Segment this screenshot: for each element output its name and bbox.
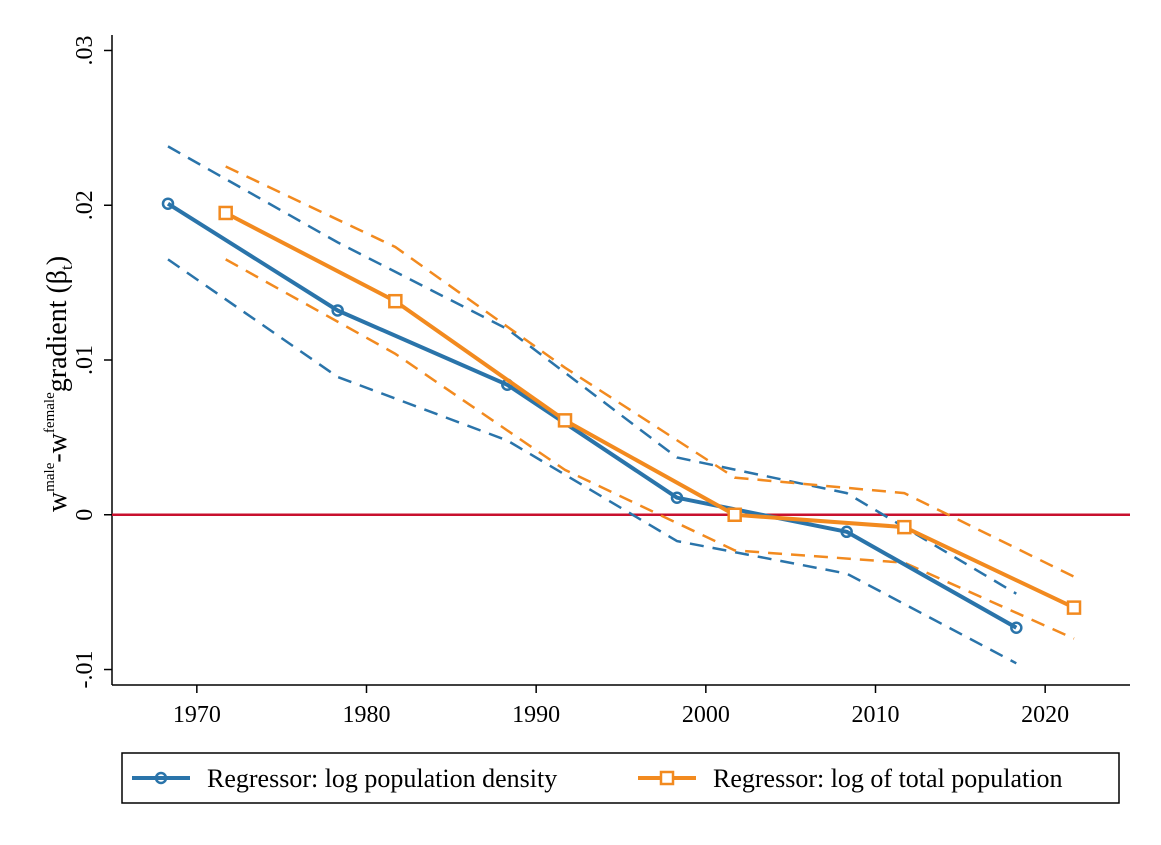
data-point-density [161, 197, 175, 210]
legend-swatch-marker-total [659, 770, 675, 786]
data-point-total [1066, 600, 1082, 615]
x-tick-label: 2000 [682, 702, 730, 728]
data-point-total [388, 293, 403, 309]
data-point-total [897, 519, 912, 535]
legend-swatch-marker-density [154, 771, 168, 785]
y-tick-label: .01 [72, 345, 98, 375]
y-tick-label: -.01 [72, 651, 98, 689]
data-point-total [218, 205, 233, 221]
legend-frame [121, 752, 1120, 804]
y-tick-label: .02 [72, 190, 98, 220]
ci-upper-density [167, 145, 1017, 595]
ci-lower-total [225, 258, 1075, 640]
data-point-density [670, 491, 684, 504]
y-axis-label: wmale-wfemalegradient (βt) [42, 256, 76, 512]
data-point-total [727, 507, 742, 523]
x-tick-label: 2010 [852, 702, 900, 728]
data-point-density [331, 304, 344, 317]
data-point-density [840, 525, 853, 539]
series-line-total [224, 211, 1075, 610]
series-line-density [166, 202, 1018, 630]
data-point-density [1010, 621, 1023, 634]
legend-label-total: Regressor: log of total population [713, 764, 1063, 793]
data-point-total [557, 413, 573, 428]
ci-lower-density [167, 258, 1017, 665]
y-tick-label: 0 [72, 509, 98, 521]
legend: Regressor: log population density Regres… [121, 752, 1120, 804]
x-tick-label: 2020 [1021, 702, 1069, 728]
x-tick-label: 1990 [512, 702, 560, 728]
y-tick-label: .03 [72, 35, 98, 65]
legend-label-density: Regressor: log population density [207, 764, 557, 793]
x-tick-label: 1980 [343, 702, 391, 728]
x-tick-label: 1970 [173, 702, 221, 728]
